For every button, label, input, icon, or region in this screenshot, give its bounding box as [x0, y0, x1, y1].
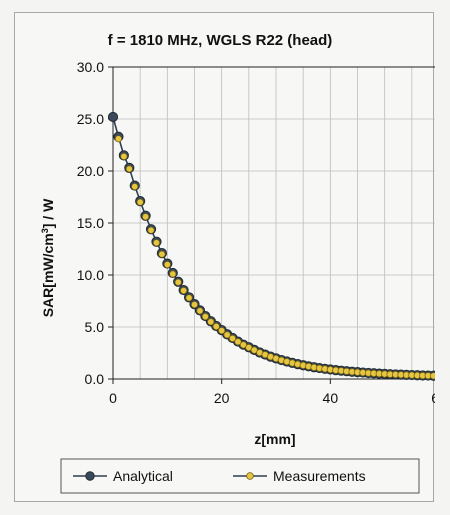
legend-marker-analytical: [85, 471, 95, 481]
x-tick-label: 40: [323, 390, 339, 406]
series-layer: [107, 111, 435, 381]
measurement-point: [174, 278, 182, 286]
measurement-point: [158, 250, 166, 258]
x-tick-label: 60: [431, 390, 435, 406]
y-axis-label-tail: ] / W: [40, 198, 56, 228]
y-tick-label: 30.0: [77, 59, 104, 75]
y-axis-label-main: SAR[mW/cm: [40, 233, 56, 317]
measurement-point: [430, 372, 435, 380]
x-axis-ticks: 0 20 40 60: [109, 379, 435, 406]
measurement-point: [180, 287, 188, 295]
measurement-point: [131, 183, 139, 191]
y-tick-label: 25.0: [77, 111, 104, 127]
measurement-point: [142, 213, 150, 221]
measurement-point: [169, 270, 177, 278]
y-tick-label: 15.0: [77, 215, 104, 231]
measurement-point: [228, 334, 237, 342]
measurement-point: [218, 327, 226, 335]
measurement-point: [125, 165, 133, 173]
measurement-point: [147, 226, 155, 234]
legend-label-measurements: Measurements: [273, 468, 366, 484]
measurement-point: [212, 322, 220, 331]
measurement-point: [190, 301, 199, 309]
x-axis-label: z[mm]: [254, 431, 295, 447]
sar-decay-chart: f = 1810 MHz, WGLS R22 (head) 0.0 5.0 10.0…: [40, 32, 435, 494]
chart-frame: f = 1810 MHz, WGLS R22 (head) 0.0 5.0 10.0…: [14, 12, 435, 502]
series-line-analytical: [112, 116, 435, 377]
legend-marker-measurements: [246, 472, 254, 480]
y-tick-label: 10.0: [77, 267, 104, 283]
legend-label-analytical: Analytical: [113, 468, 173, 484]
chart-title: f = 1810 MHz, WGLS R22 (head): [108, 32, 333, 49]
y-axis-label-superscript: 3: [40, 228, 50, 233]
analytical-point: [107, 111, 119, 123]
y-tick-label: 20.0: [77, 163, 104, 179]
measurement-point: [207, 318, 215, 326]
grid: [112, 66, 435, 380]
measurement-point: [201, 313, 209, 321]
measurement-point: [120, 152, 128, 160]
legend: Analytical Measurements: [60, 458, 420, 494]
measurement-point: [223, 331, 231, 339]
measurement-point: [196, 307, 204, 315]
measurement-point: [185, 294, 193, 302]
x-tick-label: 20: [214, 390, 230, 406]
y-axis-label: SAR[mW/cm3] / W: [40, 198, 56, 317]
measurement-point: [163, 261, 171, 269]
measurement-point: [234, 338, 242, 346]
y-axis-ticks: 0.0 5.0 10.0 15.0 20.0 25.0 30.0: [77, 59, 113, 387]
y-tick-label: 0.0: [85, 371, 105, 387]
y-tick-label: 5.0: [85, 319, 105, 335]
x-tick-label: 0: [109, 390, 117, 406]
measurement-point: [136, 198, 144, 206]
measurement-point: [114, 135, 122, 143]
measurement-point: [152, 239, 161, 247]
